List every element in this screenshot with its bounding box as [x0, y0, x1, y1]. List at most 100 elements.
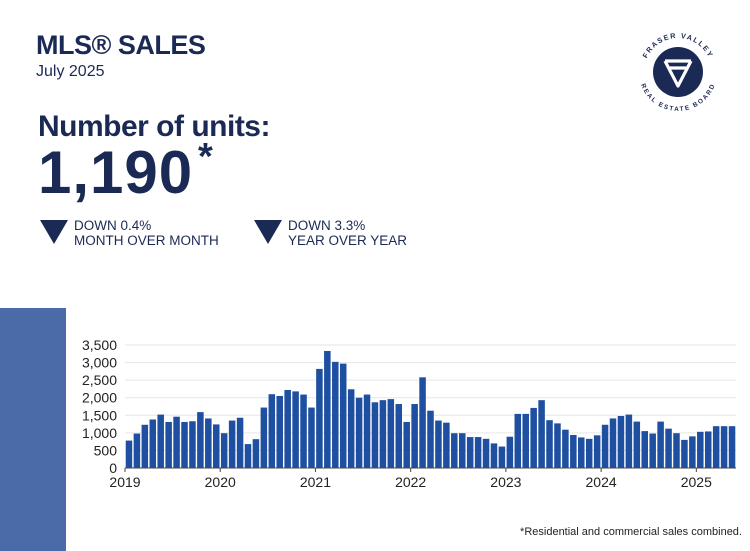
bar	[490, 443, 498, 468]
x-tick-label: 2019	[109, 474, 140, 490]
bar	[355, 397, 363, 468]
bar	[649, 433, 656, 468]
x-tick-label: 2024	[586, 474, 617, 490]
bar	[316, 368, 323, 468]
change-year-over-year: DOWN 3.3% YEAR OVER YEAR	[254, 218, 407, 248]
bar	[451, 433, 458, 468]
bar	[244, 444, 252, 468]
decorative-sidebar	[0, 308, 66, 551]
logo-v-mark-icon	[663, 59, 693, 88]
bar	[570, 434, 577, 468]
bar	[133, 433, 141, 468]
y-tick-label: 3,500	[82, 337, 117, 353]
bar	[324, 350, 331, 468]
logo-emblem	[653, 47, 703, 97]
y-tick-label: 0	[109, 460, 117, 476]
bar	[276, 395, 283, 468]
bar	[379, 400, 387, 468]
bar	[268, 394, 276, 468]
units-footnote-marker: *	[198, 136, 213, 178]
bar	[419, 377, 426, 468]
bar	[546, 420, 553, 468]
bar	[308, 407, 315, 468]
bar	[712, 426, 720, 468]
y-tick-label: 2,000	[82, 390, 117, 406]
x-tick-label: 2020	[205, 474, 236, 490]
bar	[601, 424, 609, 468]
page-title: MLS® SALES	[36, 30, 206, 60]
bar	[173, 416, 180, 468]
bar	[181, 421, 188, 468]
bar	[149, 419, 157, 468]
bar	[498, 446, 506, 468]
bar	[205, 418, 212, 468]
bar	[657, 421, 664, 468]
bar	[617, 415, 625, 468]
bar	[125, 440, 133, 468]
bar	[720, 426, 728, 468]
yoy-change-value: DOWN 3.3%	[288, 218, 366, 233]
bar	[157, 414, 164, 468]
bar	[585, 438, 593, 468]
bar	[538, 400, 545, 468]
bar	[474, 437, 482, 468]
bar	[665, 428, 672, 468]
bar	[625, 414, 633, 468]
bar	[482, 438, 490, 468]
bar	[466, 437, 474, 468]
page-subtitle: July 2025	[36, 63, 105, 80]
bar	[347, 389, 355, 468]
bar	[530, 407, 537, 468]
bar	[284, 389, 291, 468]
bar	[681, 439, 688, 468]
bar	[236, 417, 244, 468]
bar	[189, 421, 196, 468]
bar	[403, 421, 410, 468]
footnote: *Residential and commercial sales combin…	[520, 526, 742, 538]
bar	[292, 391, 299, 468]
bar	[673, 433, 680, 468]
bar	[220, 433, 228, 468]
bar	[506, 436, 514, 468]
yoy-change-label: YEAR OVER YEAR	[288, 233, 408, 248]
bar	[578, 437, 585, 468]
bar	[228, 420, 236, 468]
bar	[443, 422, 450, 468]
bar	[300, 394, 307, 468]
down-triangle-icon	[254, 220, 282, 244]
y-tick-label: 3,000	[82, 355, 117, 371]
bar	[435, 420, 442, 468]
bar	[252, 439, 260, 468]
bar	[395, 404, 403, 468]
y-tick-label: 500	[94, 442, 118, 458]
mom-change-value: DOWN 0.4%	[74, 218, 152, 233]
y-tick-label: 2,500	[82, 372, 117, 388]
fvreb-logo: FRASER VALLEY REAL ESTATE BOARD	[639, 31, 716, 113]
bar	[339, 363, 347, 468]
bar	[609, 418, 617, 468]
bar	[704, 431, 712, 468]
bar	[165, 421, 172, 468]
bar	[411, 404, 418, 468]
bar	[197, 412, 204, 468]
bar	[260, 407, 268, 468]
x-tick-label: 2023	[490, 474, 521, 490]
down-triangle-icon	[40, 220, 68, 244]
bar	[641, 431, 648, 468]
bar	[593, 435, 601, 468]
bar	[633, 421, 641, 468]
bar	[332, 361, 339, 468]
x-tick-label: 2021	[300, 474, 331, 490]
bar	[689, 436, 696, 468]
x-tick-label: 2022	[395, 474, 426, 490]
units-value: 1,190	[38, 139, 194, 206]
bar	[363, 394, 371, 468]
change-month-over-month: DOWN 0.4% MONTH OVER MONTH	[40, 218, 219, 248]
x-tick-label: 2025	[681, 474, 712, 490]
bar	[697, 431, 704, 468]
bar	[427, 410, 434, 468]
bar	[728, 426, 736, 468]
y-tick-label: 1,000	[82, 425, 117, 441]
bar	[141, 424, 149, 468]
